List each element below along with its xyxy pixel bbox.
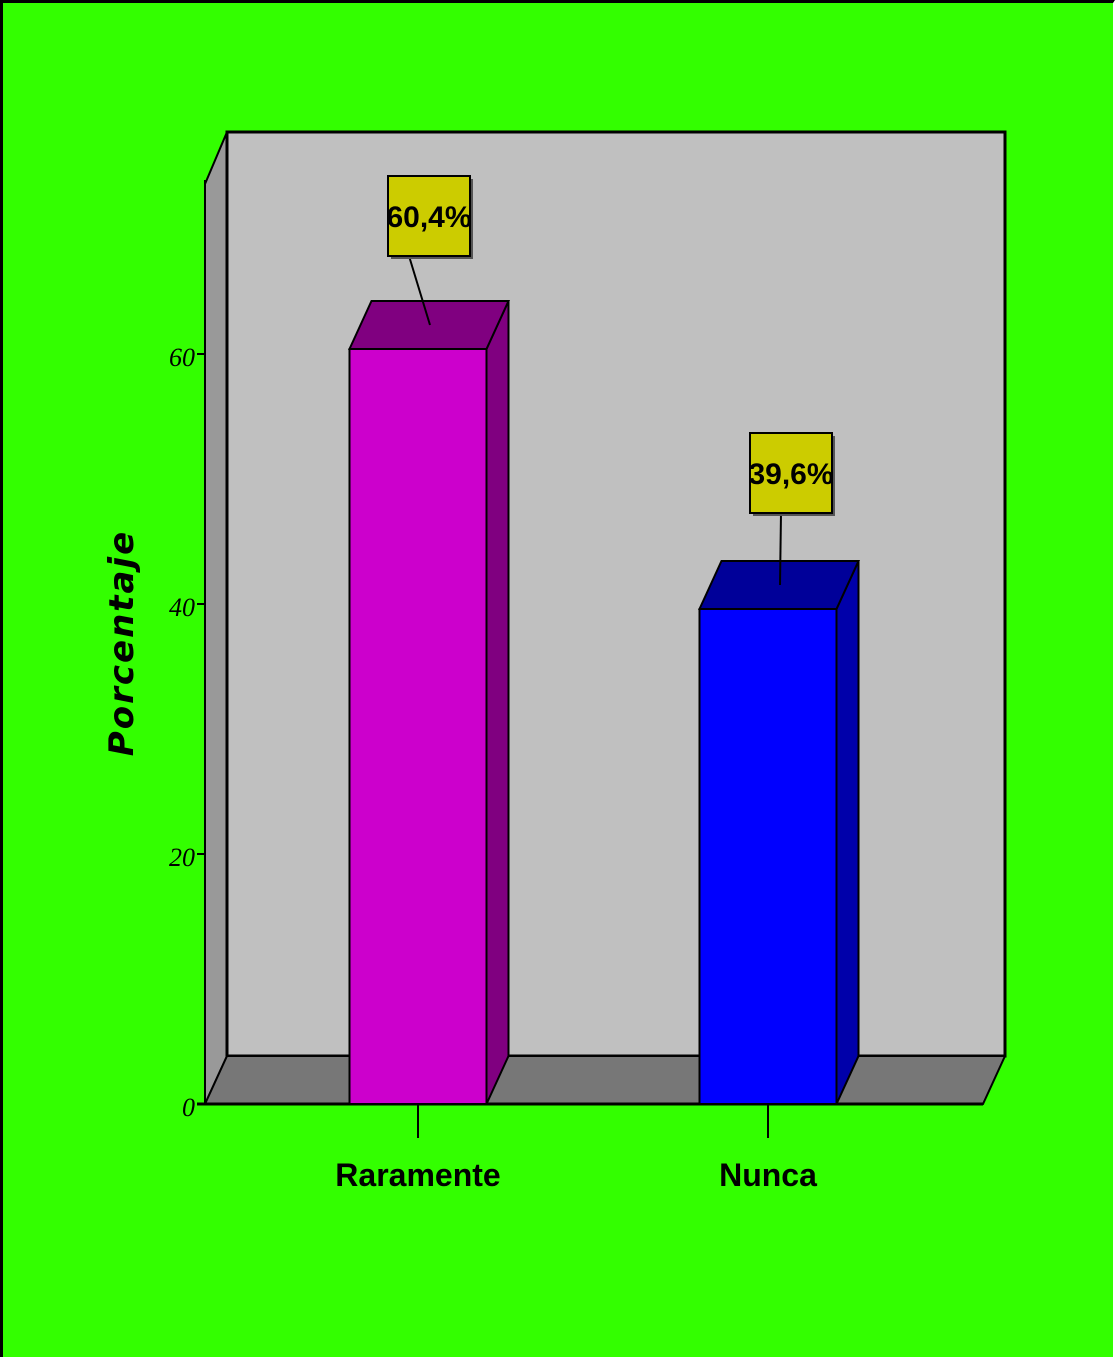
bar xyxy=(348,348,488,1105)
bar-chart: 0 20 40 60 60,4% 39,6% Raramente Nunca Porcen… xyxy=(102,130,1007,1193)
data-label: 60,4% xyxy=(386,201,471,234)
y-tick-label: 0 xyxy=(182,1093,195,1122)
bar-nunca: 39,6% xyxy=(697,432,861,1105)
bar xyxy=(698,608,838,1105)
chart-walls xyxy=(203,130,1007,1105)
y-axis: 0 20 40 60 xyxy=(169,180,983,1122)
x-axis: Raramente Nunca xyxy=(335,1104,817,1193)
data-label: 39,6% xyxy=(748,458,833,491)
bar-raramente: 60,4% xyxy=(347,175,511,1105)
x-tick-label: Nunca xyxy=(719,1157,817,1193)
y-tick-label: 20 xyxy=(169,843,195,872)
side-wall xyxy=(204,131,228,1105)
data-label-box xyxy=(749,432,833,514)
y-tick-label: 40 xyxy=(169,593,195,622)
data-label-leader xyxy=(779,512,782,586)
back-wall xyxy=(225,130,1007,1058)
bar-side xyxy=(835,560,860,1105)
floor xyxy=(203,1055,1007,1105)
x-tick-label: Raramente xyxy=(335,1157,500,1193)
bar-side xyxy=(485,300,510,1105)
y-axis-label: Porcentaje xyxy=(102,530,142,756)
data-label-box xyxy=(387,175,471,257)
bar-top xyxy=(697,560,861,610)
y-tick-label: 60 xyxy=(169,343,195,372)
bars: 60,4% 39,6% xyxy=(347,175,861,1105)
data-label-leader xyxy=(408,255,431,326)
